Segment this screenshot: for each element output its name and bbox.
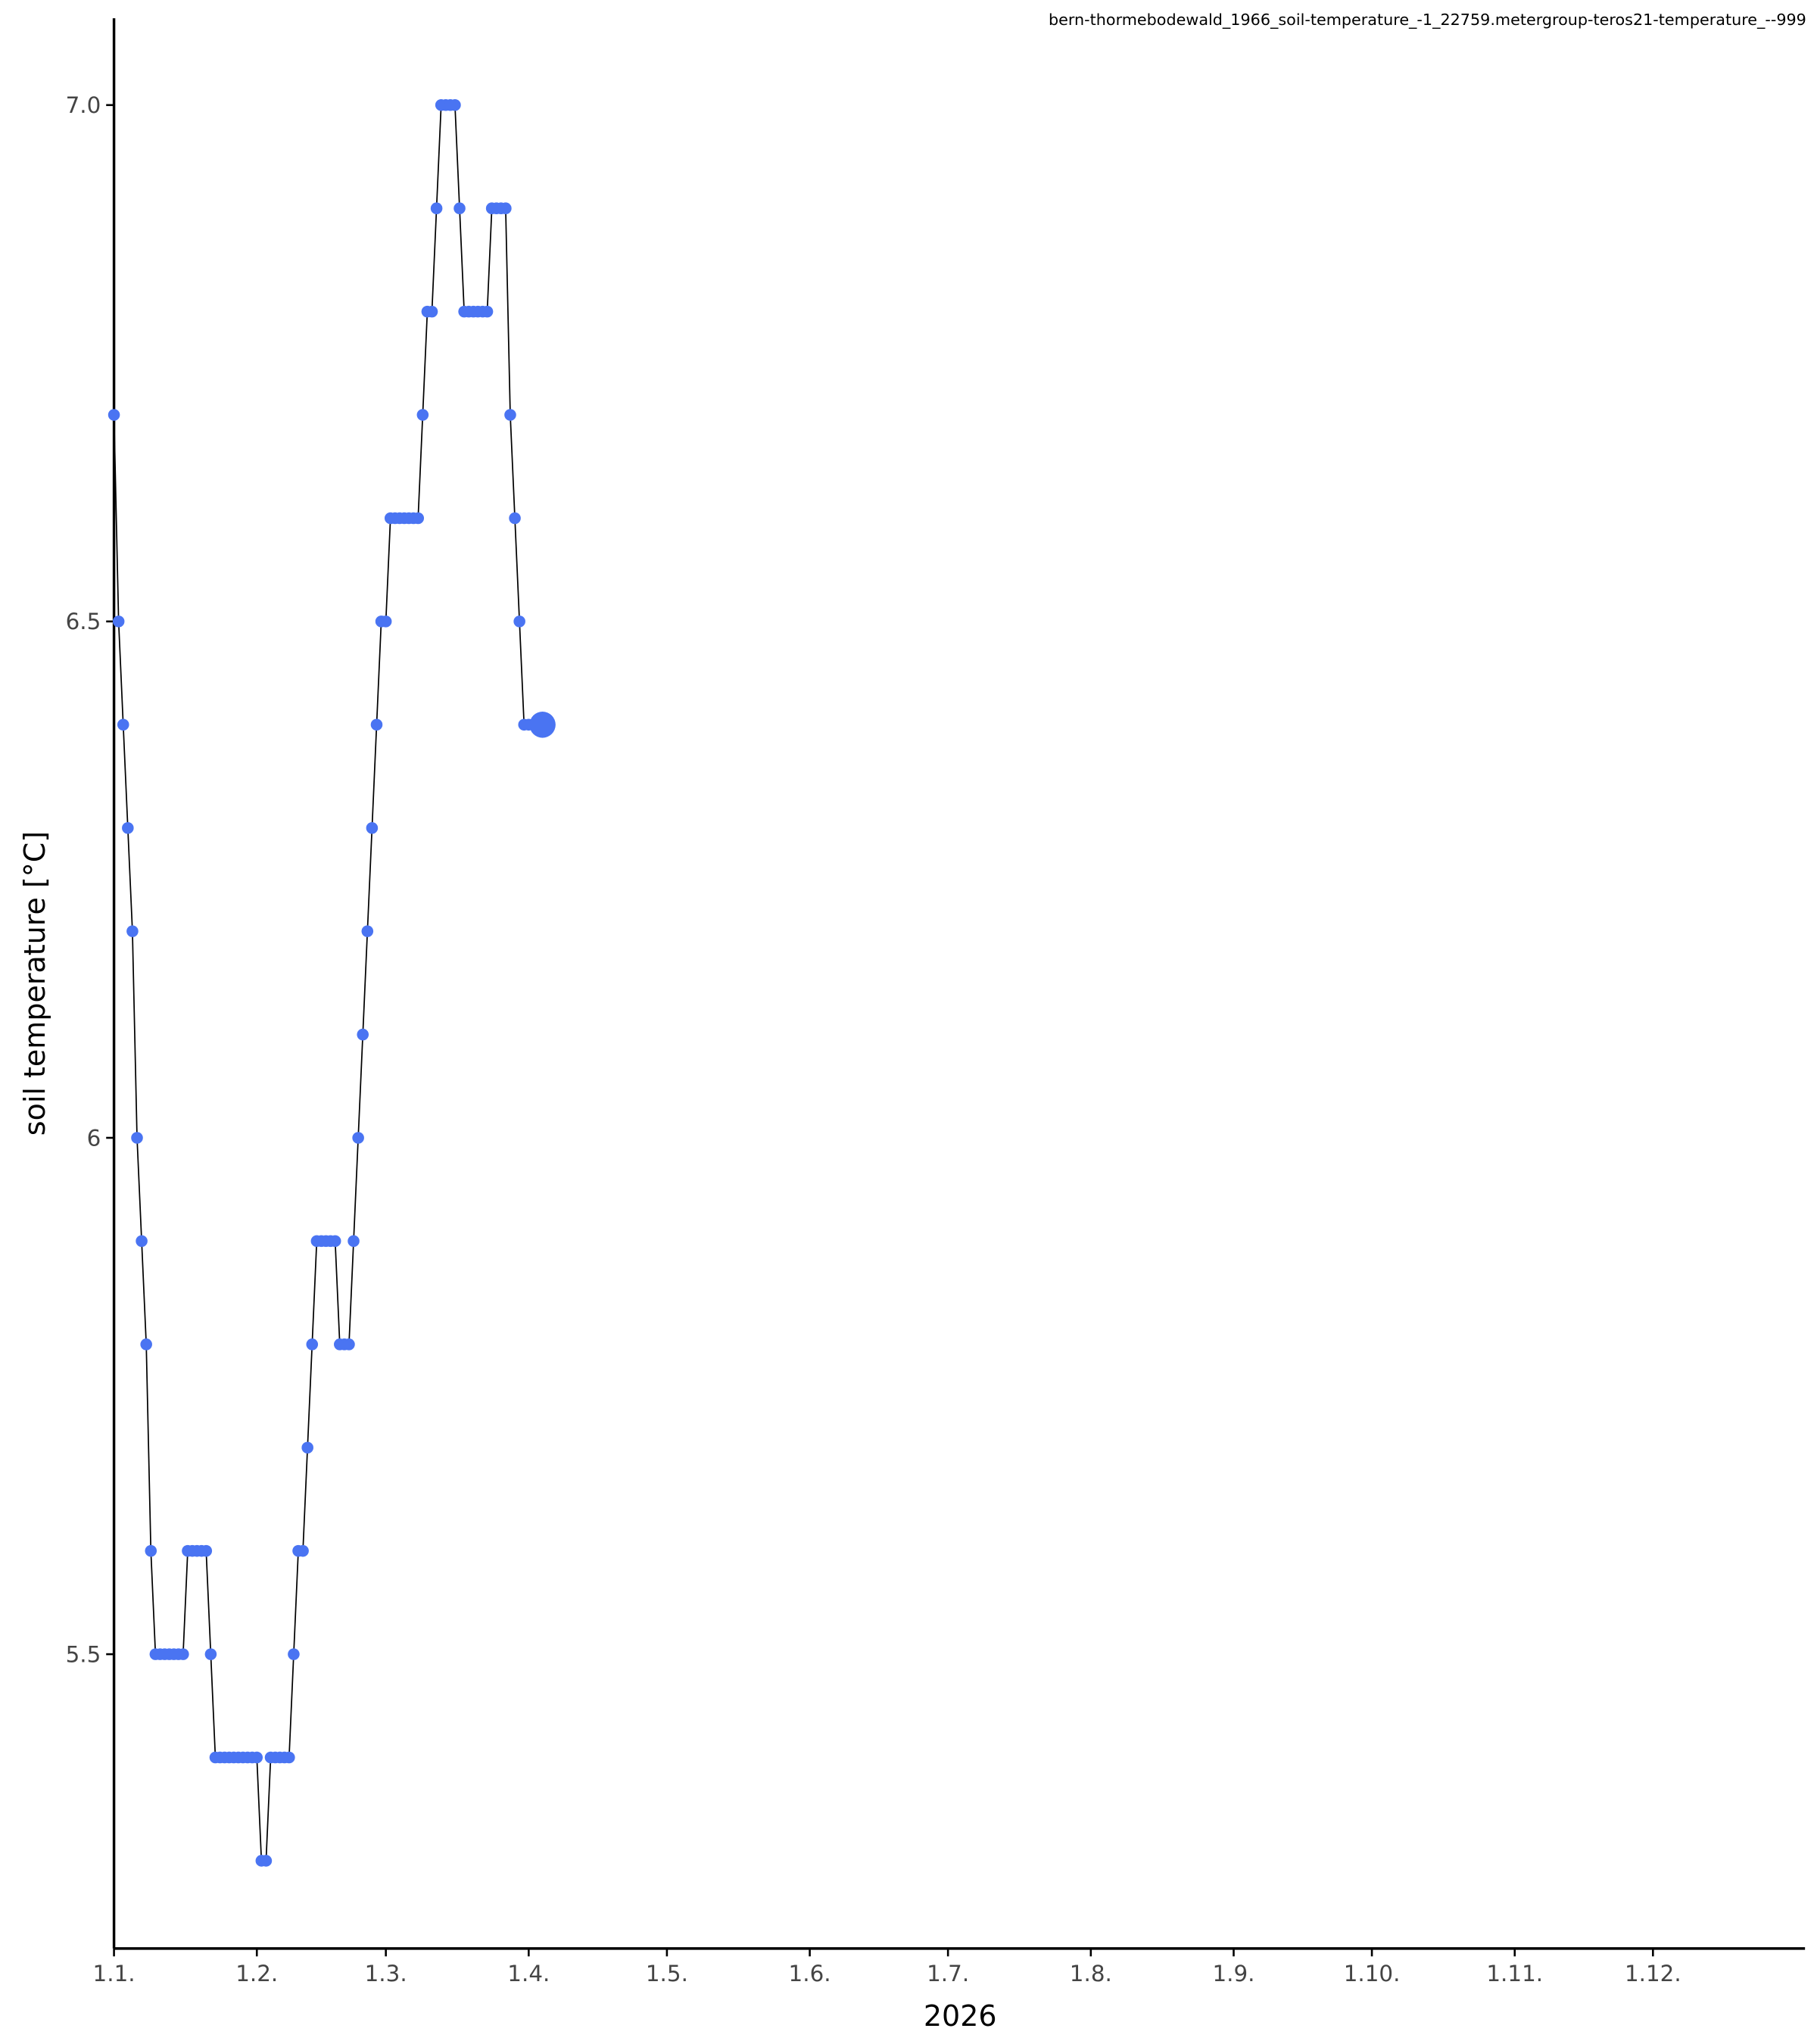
point bbox=[126, 925, 139, 937]
point bbox=[122, 821, 134, 834]
point bbox=[481, 305, 494, 318]
point bbox=[412, 512, 425, 525]
point bbox=[366, 821, 379, 834]
chart-title: bern-thormebodewald_1966_soil-temperatur… bbox=[1049, 11, 1806, 30]
point bbox=[288, 1648, 300, 1660]
point bbox=[117, 718, 129, 731]
point bbox=[131, 1132, 143, 1144]
point bbox=[425, 305, 438, 318]
y-tick-label: 5.5 bbox=[66, 1641, 101, 1667]
point bbox=[145, 1544, 157, 1557]
point bbox=[108, 409, 120, 421]
point bbox=[513, 615, 525, 628]
point bbox=[453, 202, 466, 214]
x-tick-label: 1.3. bbox=[365, 1961, 407, 1986]
point bbox=[204, 1648, 217, 1660]
point bbox=[430, 202, 443, 214]
point bbox=[449, 99, 461, 111]
point bbox=[343, 1338, 355, 1351]
point bbox=[200, 1544, 213, 1557]
x-tick-label: 1.11. bbox=[1486, 1961, 1543, 1986]
point bbox=[140, 1338, 152, 1351]
point bbox=[177, 1648, 189, 1660]
point bbox=[136, 1235, 148, 1248]
point bbox=[357, 1028, 369, 1041]
point bbox=[112, 615, 125, 628]
x-tick-label: 1.9. bbox=[1212, 1961, 1254, 1986]
x-tick-label: 1.8. bbox=[1070, 1961, 1112, 1986]
y-axis-title: soil temperature [°C] bbox=[18, 831, 51, 1136]
point bbox=[297, 1544, 309, 1557]
x-tick-label: 1.10. bbox=[1344, 1961, 1401, 1986]
point bbox=[509, 512, 521, 525]
point bbox=[352, 1132, 364, 1144]
point bbox=[348, 1235, 360, 1248]
point bbox=[370, 718, 383, 731]
point bbox=[504, 409, 516, 421]
point bbox=[500, 202, 512, 214]
point bbox=[301, 1441, 313, 1454]
x-tick-label: 1.12. bbox=[1625, 1961, 1681, 1986]
point bbox=[283, 1751, 295, 1764]
point bbox=[416, 409, 429, 421]
x-tick-label: 1.7. bbox=[927, 1961, 969, 1986]
point bbox=[529, 712, 556, 738]
x-tick-label: 1.1. bbox=[93, 1961, 136, 1986]
point bbox=[379, 615, 392, 628]
x-tick-label: 1.6. bbox=[789, 1961, 831, 1986]
point bbox=[329, 1235, 341, 1248]
line bbox=[113, 104, 543, 1862]
point bbox=[260, 1855, 273, 1867]
x-tick-label: 1.4. bbox=[507, 1961, 550, 1986]
y-tick-label: 6 bbox=[87, 1125, 101, 1151]
point bbox=[361, 925, 374, 937]
y-tick-label: 7.0 bbox=[66, 92, 101, 118]
point bbox=[251, 1751, 263, 1764]
point bbox=[306, 1338, 319, 1351]
x-tick-label: 1.2. bbox=[235, 1961, 278, 1986]
x-tick-label: 1.5. bbox=[646, 1961, 688, 1986]
x-axis-title: 2026 bbox=[924, 1999, 997, 2033]
y-tick-label: 6.5 bbox=[66, 609, 101, 634]
